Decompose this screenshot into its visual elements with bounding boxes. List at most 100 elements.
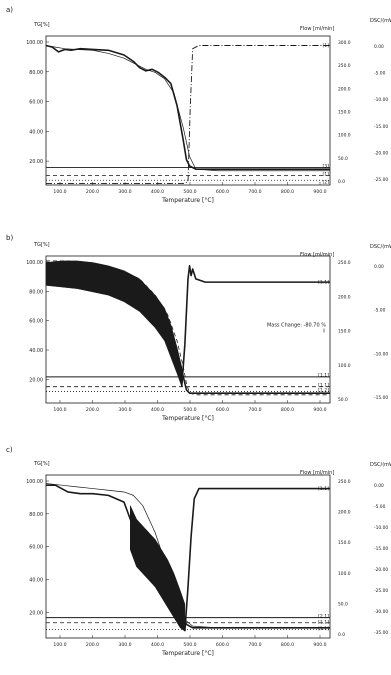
y-tick-label: 60.00: [29, 319, 43, 325]
flow-tick-label: 100.0: [338, 363, 351, 369]
flow-tick-label: 50.0: [338, 601, 348, 607]
x-tick-label: 500.0: [183, 642, 196, 648]
x-tick-label: 200.0: [86, 407, 99, 413]
x-tick-label: 300.0: [118, 407, 131, 413]
dsc-tick-label: -25.00: [374, 177, 388, 183]
flow-tick-label: 200.0: [338, 294, 351, 300]
dsc-tick-label: 0.00: [374, 44, 384, 50]
dsc-tick-label: -15.00: [374, 395, 388, 401]
series-annotation: [1.1]: [318, 486, 329, 492]
x-tick-label: 700.0: [248, 642, 261, 648]
x-tick-label: 900.0: [313, 407, 326, 413]
y-axis-title: TG[%]: [33, 242, 50, 248]
series-annotation: [1.1]: [318, 373, 329, 379]
series-annotation: [1.1]: [318, 280, 329, 286]
flow-tick-label: 100.0: [338, 133, 351, 139]
x-tick-label: 800.0: [281, 407, 294, 413]
x-axis-title: Temperature [°C]: [161, 415, 214, 422]
x-tick-label: 200.0: [86, 642, 99, 648]
plot-frame: [45, 474, 331, 639]
x-tick-label: 400.0: [151, 189, 164, 195]
flow-tick-label: 150.0: [338, 540, 351, 546]
x-tick-label: 800.0: [281, 642, 294, 648]
chart-panels: a) TG[%] Flow [ml/min] DSC/(mW/mg) Temperatu…: [6, 6, 391, 657]
flow-tick-label: 0.0: [338, 179, 345, 185]
series-annotation: [1.1]: [318, 626, 329, 632]
mass-change-label: Mass Change: -80.70 %: [267, 323, 326, 329]
panel-label: a): [6, 6, 13, 14]
flow-tick-label: 250.0: [338, 479, 351, 485]
dsc-axis-title: DSC/(mW/mg): [370, 244, 391, 250]
flow-tick-label: 200.0: [338, 510, 351, 516]
dsc-tick-label: 0.00: [374, 264, 384, 270]
panel-label: c): [6, 446, 13, 454]
series-annotation: [3]: [322, 163, 329, 169]
x-axis-title: Temperature [°C]: [161, 650, 214, 657]
plot-frame: [45, 35, 331, 186]
panel-1: a) TG[%] Flow [ml/min] DSC/(mW/mg) Temperatu…: [6, 6, 391, 204]
dsc-tick-label: -35.00: [374, 630, 388, 636]
y-tick-label: 100.00: [26, 479, 43, 485]
y-axis-title: TG[%]: [33, 461, 50, 467]
dsc-tick-label: -15.00: [374, 546, 388, 552]
series-annotation: [2.1]: [318, 613, 329, 619]
y-tick-label: 100.00: [26, 40, 43, 46]
dsc-tick-label: -10.00: [374, 351, 388, 357]
panel-2: b) TG[%] Flow [ml/min] DSC/(mW/mg) Temperatu…: [6, 234, 391, 422]
flow-tick-label: 100.0: [338, 571, 351, 577]
flow-tick-label: 300.0: [338, 40, 351, 46]
y-tick-label: 40.00: [29, 129, 43, 135]
dsc-tick-label: -5.00: [374, 504, 386, 510]
y-tick-label: 20.00: [29, 159, 43, 165]
x-tick-label: 900.0: [313, 642, 326, 648]
flow-tick-label: 50.0: [338, 397, 348, 403]
dsc-tick-label: -5.00: [374, 71, 386, 77]
x-tick-label: 500.0: [183, 407, 196, 413]
x-tick-label: 300.0: [118, 642, 131, 648]
dsc-tick-label: 0.00: [374, 483, 384, 489]
x-tick-label: 100.0: [53, 642, 66, 648]
y-tick-label: 80.00: [29, 70, 43, 76]
y-tick-label: 80.00: [29, 512, 43, 518]
panel-3: c) TG[%] Flow [ml/min] DSC/(mW/mg) Temperatu…: [6, 446, 391, 657]
x-tick-label: 400.0: [151, 407, 164, 413]
dsc-axis-title: DSC/(mW/mg): [370, 18, 391, 24]
flow-axis-title: Flow [ml/min]: [300, 252, 334, 258]
x-tick-label: 600.0: [216, 407, 229, 413]
flow-tick-label: 150.0: [338, 110, 351, 116]
dsc-tick-label: -10.00: [374, 97, 388, 103]
y-tick-label: 20.00: [29, 377, 43, 383]
y-tick-label: 80.00: [29, 289, 43, 295]
x-tick-label: 400.0: [151, 642, 164, 648]
x-tick-label: 200.0: [86, 189, 99, 195]
series-4-line: [184, 487, 330, 632]
series-annotation: [1.2]: [318, 387, 329, 393]
dsc-tick-label: -25.00: [374, 588, 388, 594]
x-tick-label: 600.0: [216, 189, 229, 195]
x-tick-label: 700.0: [248, 407, 261, 413]
series-1-line: [45, 44, 330, 170]
y-tick-label: 60.00: [29, 100, 43, 106]
y-tick-label: 40.00: [29, 348, 43, 354]
plot-frame: [45, 255, 331, 404]
y-axis-title: TG[%]: [33, 22, 50, 28]
series-annotation: [1]: [322, 171, 329, 177]
dsc-tick-label: -5.00: [374, 308, 386, 314]
series-4-line: [180, 264, 330, 387]
flow-axis-title: Flow [ml/min]: [300, 470, 334, 476]
series-annotation: [1]: [322, 43, 329, 49]
dsc-axis-title: DSC/(mW/mg): [370, 462, 391, 468]
flow-tick-label: 250.0: [338, 63, 351, 69]
series-3-line: [46, 45, 330, 184]
flow-tick-label: 50.0: [338, 156, 348, 162]
flow-tick-label: 250.0: [338, 260, 351, 266]
panel-label: b): [6, 234, 13, 242]
x-tick-label: 800.0: [281, 189, 294, 195]
flow-tick-label: 0.0: [338, 632, 345, 638]
dsc-tick-label: -15.00: [374, 124, 388, 130]
y-tick-label: 20.00: [29, 610, 43, 616]
flow-axis-title: Flow [ml/min]: [300, 26, 334, 32]
dsc-tick-label: -10.00: [374, 525, 388, 531]
x-tick-label: 900.0: [313, 189, 326, 195]
